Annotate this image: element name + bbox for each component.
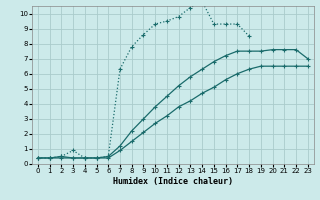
X-axis label: Humidex (Indice chaleur): Humidex (Indice chaleur) <box>113 177 233 186</box>
